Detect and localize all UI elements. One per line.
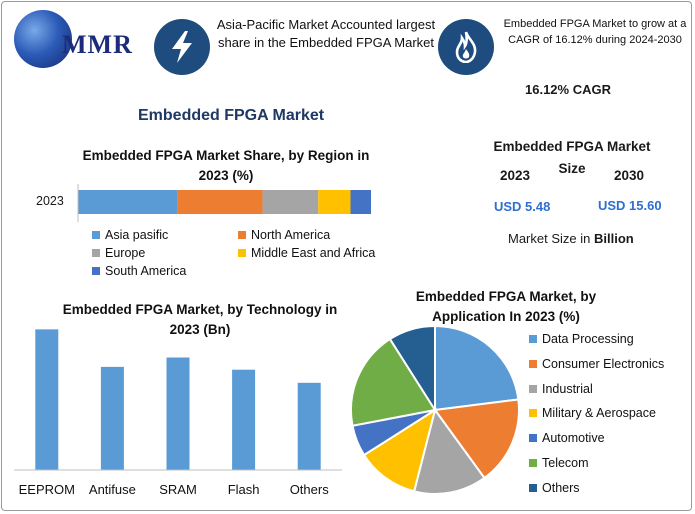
cagr-label: 16.12% CAGR bbox=[525, 82, 611, 97]
market-size-title: Embedded FPGA Market Size bbox=[493, 139, 651, 176]
legend-swatch bbox=[529, 459, 537, 467]
flame-icon bbox=[438, 19, 494, 75]
region-bar-segment-middle-east-and-africa bbox=[318, 190, 351, 214]
lightning-icon bbox=[154, 19, 210, 75]
unit-billion: Billion bbox=[593, 231, 634, 246]
region-bar-segment-south-america bbox=[350, 190, 371, 214]
legend-label: Europe bbox=[105, 246, 146, 260]
application-legend-item-industrial: Industrial bbox=[529, 382, 593, 396]
technology-bar-flash bbox=[232, 369, 256, 470]
legend-label: Automotive bbox=[542, 431, 605, 446]
market-size-year-2030: 2030 bbox=[614, 168, 645, 183]
legend-swatch bbox=[529, 483, 537, 492]
legend-label: Industrial bbox=[542, 381, 593, 396]
legend-swatch bbox=[92, 249, 100, 257]
market-size-2030-value: USD 15.60 bbox=[598, 198, 662, 213]
technology-bar-chart: EEPROM Antifuse SRAM Flash Others bbox=[14, 329, 342, 497]
market-size-unit: Market Size in Billion bbox=[508, 231, 634, 246]
technology-bar-sram bbox=[166, 357, 190, 470]
legend-swatch bbox=[238, 249, 246, 257]
region-legend-item-south-america: South America bbox=[92, 264, 186, 278]
technology-tick-label: Others bbox=[290, 482, 330, 497]
application-legend-item-military-aerospace: Military & Aerospace bbox=[529, 406, 656, 420]
region-bar-segment-asia-pasific bbox=[78, 190, 178, 214]
application-chart-title: Embedded FPGA Market, by Application In … bbox=[415, 289, 597, 324]
pie-slice-data-processing bbox=[434, 324, 520, 412]
legend-label: Military & Aerospace bbox=[542, 406, 656, 421]
pie-slice-industrial bbox=[412, 407, 486, 495]
legend-swatch bbox=[238, 231, 246, 239]
legend-label: Data Processing bbox=[542, 332, 634, 346]
technology-tick-label: Flash bbox=[228, 482, 260, 497]
growth-text: Embedded FPGA Market to grow at a CAGR o… bbox=[503, 18, 687, 46]
legend-label: North America bbox=[251, 228, 331, 242]
region-stacked-bar bbox=[77, 184, 371, 222]
pie-slice-consumer-electronics bbox=[433, 398, 520, 480]
legend-label: South America bbox=[105, 264, 187, 278]
application-legend-item-telecom: Telecom bbox=[529, 456, 589, 470]
logo-text: MMR bbox=[62, 30, 133, 59]
region-legend-item-europe: Europe bbox=[92, 246, 145, 260]
market-size-2023-value: USD 5.48 bbox=[494, 199, 551, 214]
pie-slice-telecom bbox=[350, 337, 437, 427]
technology-chart-title: Embedded FPGA Market, by Technology in 2… bbox=[62, 302, 338, 337]
unit-prefix: Market Size in bbox=[508, 231, 594, 246]
application-legend-item-automotive: Automotive bbox=[529, 431, 605, 445]
legend-label: Middle East and Africa bbox=[251, 246, 376, 260]
legend-swatch bbox=[529, 384, 537, 393]
technology-bar-antifuse bbox=[100, 366, 124, 470]
legend-swatch bbox=[529, 359, 537, 368]
region-legend-item-middle-east-and-africa: Middle East and Africa bbox=[238, 246, 375, 260]
main-title: Embedded FPGA Market bbox=[138, 107, 325, 124]
legend-swatch bbox=[529, 335, 537, 343]
apac-share-text: Asia-Pacific Market Accounted largest sh… bbox=[216, 17, 436, 50]
legend-label: Telecom bbox=[542, 456, 589, 470]
technology-bar-others bbox=[297, 382, 321, 470]
region-bar-segment-europe bbox=[262, 190, 319, 214]
application-legend-item-others: Others bbox=[529, 481, 580, 495]
legend-swatch bbox=[529, 434, 537, 443]
technology-tick-label: Antifuse bbox=[89, 482, 136, 497]
region-legend-item-asia-pasific: Asia pasific bbox=[92, 228, 168, 242]
region-category-label: 2023 bbox=[36, 194, 64, 208]
legend-swatch bbox=[92, 267, 100, 275]
pie-slice-military-aerospace bbox=[362, 407, 437, 493]
application-legend-item-consumer-electronics: Consumer Electronics bbox=[529, 357, 664, 371]
pie-slice-others bbox=[388, 324, 436, 414]
legend-label: Others bbox=[542, 480, 580, 495]
globe-logo-icon bbox=[14, 10, 72, 68]
legend-label: Asia pasific bbox=[105, 228, 169, 242]
region-chart-title: Embedded FPGA Market Share, by Region in… bbox=[82, 148, 370, 183]
market-size-year-2023: 2023 bbox=[500, 168, 531, 183]
technology-bar-eeprom bbox=[35, 329, 59, 470]
legend-label: Consumer Electronics bbox=[542, 356, 665, 371]
legend-swatch bbox=[529, 409, 537, 418]
legend-swatch bbox=[92, 231, 100, 239]
technology-tick-label: SRAM bbox=[159, 482, 197, 497]
application-pie-chart bbox=[350, 324, 520, 495]
region-bar-segment-north-america bbox=[177, 190, 263, 214]
application-legend-item-data-processing: Data Processing bbox=[529, 332, 634, 346]
technology-tick-label: EEPROM bbox=[19, 482, 75, 497]
region-legend-item-north-america: North America bbox=[238, 228, 330, 242]
